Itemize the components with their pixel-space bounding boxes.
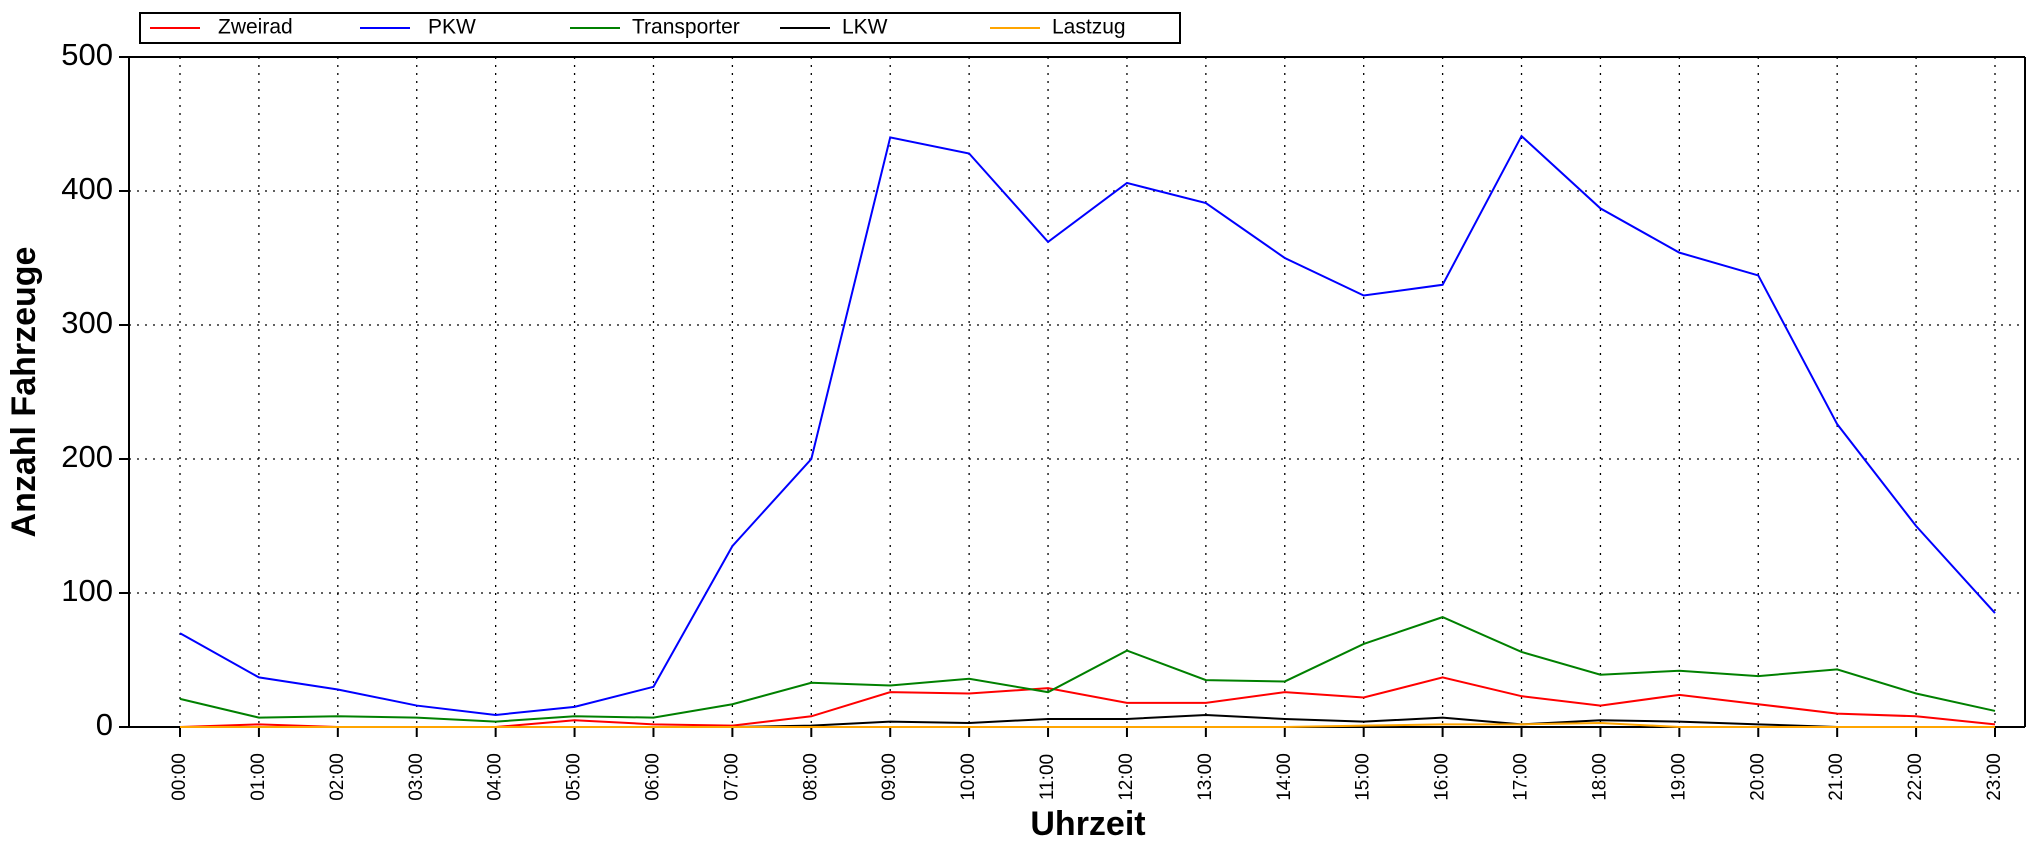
legend-label: LKW (842, 16, 888, 39)
y-axis-title: Anzahl Fahrzeuge (5, 247, 43, 538)
x-tick-label: 10:00 (958, 753, 979, 801)
x-tick-label: 21:00 (1826, 753, 1847, 801)
x-tick-label: 13:00 (1195, 753, 1216, 801)
legend-label: Zweirad (218, 16, 293, 39)
x-tick-label: 09:00 (879, 753, 900, 801)
x-tick-label: 15:00 (1353, 753, 1374, 801)
x-tick-label: 11:00 (1037, 754, 1058, 800)
series-line (180, 721, 1995, 728)
series-line (179, 134, 1996, 716)
x-tick-label: 14:00 (1274, 753, 1295, 801)
x-tick-label: 05:00 (564, 753, 585, 801)
x-tick-label: 01:00 (248, 753, 269, 801)
x-tick-label: 02:00 (327, 753, 348, 801)
x-tick-label: 16:00 (1432, 753, 1453, 801)
x-tick-label: 18:00 (1589, 753, 1610, 801)
x-axis-title: Uhrzeit (1030, 805, 1145, 843)
y-tick-label: 400 (61, 171, 113, 206)
x-tick-label: 12:00 (1116, 753, 1137, 801)
legend-label: Lastzug (1052, 16, 1126, 39)
x-tick-label: 03:00 (406, 753, 427, 801)
legend-label: Transporter (632, 16, 740, 39)
x-tick-label: 22:00 (1905, 753, 1926, 801)
x-tick-label: 04:00 (485, 753, 506, 801)
y-tick-label: 300 (61, 305, 113, 340)
x-tick-label: 19:00 (1668, 753, 1689, 801)
x-tick-label: 23:00 (1984, 753, 2005, 801)
x-tick-label: 07:00 (721, 753, 742, 801)
y-tick-label: 0 (96, 707, 113, 742)
series-line (180, 713, 1995, 728)
x-tick-label: 00:00 (169, 753, 190, 801)
y-tick-label: 500 (61, 37, 113, 72)
x-tick-label: 20:00 (1747, 753, 1768, 801)
legend-label: PKW (428, 16, 476, 39)
y-tick-label: 200 (61, 439, 113, 474)
y-tick-label: 100 (61, 573, 113, 608)
x-tick-label: 06:00 (642, 753, 663, 801)
series-line (179, 616, 1996, 723)
x-tick-label: 17:00 (1511, 753, 1532, 801)
x-tick-label: 08:00 (800, 753, 821, 801)
